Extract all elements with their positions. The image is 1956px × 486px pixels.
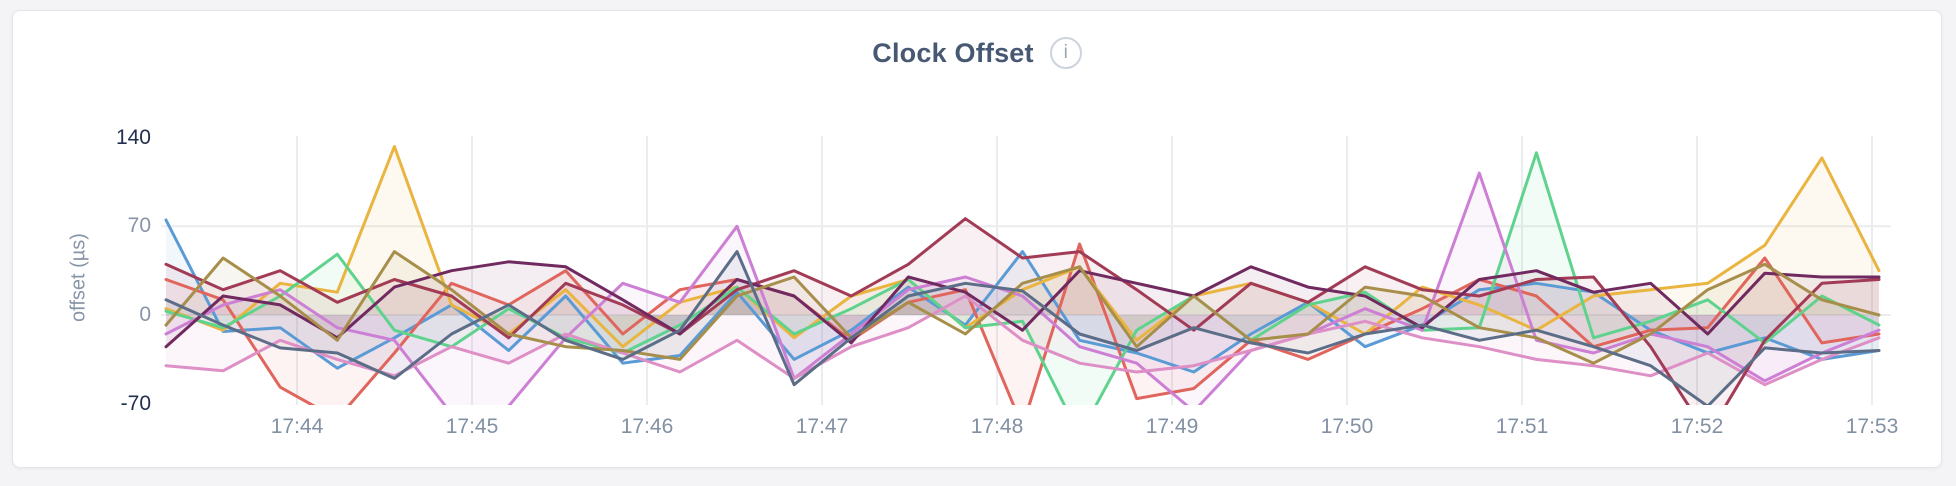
series-8-line[interactable] (164, 260, 1881, 349)
y-tick-label-0: 0 (139, 303, 151, 326)
x-tick-label-17:45: 17:45 (445, 415, 499, 438)
y-tick-label-140: 140 (115, 125, 151, 149)
x-tick-label-17:48: 17:48 (970, 415, 1024, 438)
x-tick-label-17:44: 17:44 (270, 415, 324, 438)
series-6-line[interactable] (164, 294, 1881, 387)
x-tick-label-17:51: 17:51 (1495, 415, 1549, 438)
x-tick-label-17:49: 17:49 (1145, 415, 1199, 438)
series-9-area (166, 251, 1879, 364)
chart-title: Clock Offset (872, 37, 1034, 68)
x-tick-label-17:53: 17:53 (1845, 415, 1899, 438)
series-9-line[interactable] (164, 250, 1881, 365)
chart-card: Clock Offset i offset (µs) 140 70 0 -70 17:… (12, 10, 1942, 468)
series-10-area (166, 251, 1879, 405)
x-tick-label-17:50: 17:50 (1320, 415, 1374, 438)
y-tick-label-70: 70 (127, 214, 151, 238)
clock-offset-chart[interactable] (161, 101, 1891, 405)
y-tick-label--70: -70 (120, 391, 151, 415)
series-10-line[interactable] (164, 250, 1881, 405)
x-tick-label-17:46: 17:46 (620, 415, 674, 438)
series-5-line[interactable] (164, 171, 1881, 405)
x-tick-label-17:47: 17:47 (795, 415, 849, 438)
chart-header: Clock Offset i (13, 37, 1941, 69)
series-7-area (166, 218, 1879, 405)
info-icon[interactable]: i (1049, 37, 1082, 69)
series-7-line[interactable] (164, 217, 1881, 405)
x-tick-label-17:52: 17:52 (1670, 415, 1724, 438)
chart-plot-area[interactable] (161, 101, 1891, 405)
